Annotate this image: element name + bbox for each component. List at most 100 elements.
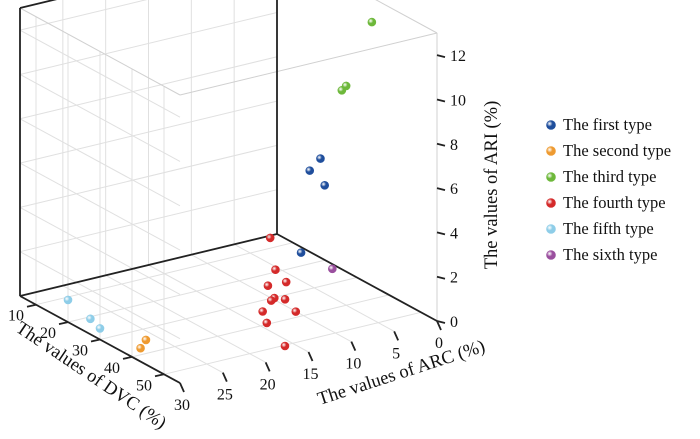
dvc-tick-label: 40 <box>104 360 120 377</box>
wall-gridline <box>19 206 181 295</box>
x-axis-title: The values of ARC (%) <box>315 337 487 410</box>
arc-tick-label: 0 <box>435 335 443 352</box>
data-points <box>63 17 377 353</box>
tick-labels: 0 5 10 15 20 25 30 10 20 30 40 50 0 2 4 6 8 10 12 <box>8 48 466 414</box>
data-point <box>320 181 330 190</box>
ari-tick-label: 10 <box>450 92 466 109</box>
legend: The first type The second type The third t… <box>546 115 671 264</box>
legend-marker <box>546 120 556 130</box>
ari-tick-label: 2 <box>450 270 458 287</box>
ari-tick-mark <box>436 98 446 103</box>
floor-gridline <box>131 294 390 358</box>
data-point <box>265 233 275 243</box>
data-point <box>266 296 276 305</box>
legend-marker <box>546 250 556 260</box>
arc-tick-mark <box>350 341 357 352</box>
data-point <box>305 166 315 175</box>
arc-axis-line <box>19 233 278 297</box>
wall-gridline <box>19 144 278 208</box>
data-point <box>328 264 337 274</box>
data-point <box>136 343 145 353</box>
dvc-tick-mark <box>26 303 37 308</box>
data-point <box>367 17 377 27</box>
wall-gridline <box>19 0 148 31</box>
dvc-tick-mark <box>90 338 101 343</box>
wall-gridline <box>19 11 278 75</box>
axis-frame <box>19 0 438 384</box>
ari-tick-label: 6 <box>450 181 458 198</box>
dvc-tick-label: 30 <box>72 343 88 360</box>
dvc-tick-mark <box>154 373 165 378</box>
ari-tick-label: 12 <box>450 48 466 65</box>
arc-tick-label: 30 <box>174 397 190 414</box>
wall-gridline <box>19 251 181 340</box>
legend-label: The second type <box>563 141 671 160</box>
data-point <box>280 341 290 351</box>
ari-tick-mark <box>436 187 446 191</box>
wall-gridline <box>19 118 181 207</box>
data-point <box>141 335 151 345</box>
arc-tick-mark <box>222 372 228 383</box>
data-point <box>263 281 273 291</box>
data-point <box>86 314 95 324</box>
data-point <box>262 318 272 328</box>
ari-tick-label: 4 <box>450 225 458 242</box>
legend-marker <box>546 172 556 182</box>
legend-label: The sixth type <box>563 245 657 264</box>
dvc-tick-mark <box>122 356 133 360</box>
ari-tick-mark <box>436 142 446 147</box>
dvc-tick-label: 50 <box>136 377 152 394</box>
data-point <box>258 307 267 316</box>
data-point <box>271 265 280 275</box>
wall-gridline <box>19 56 278 120</box>
legend-marker <box>546 146 556 156</box>
wall-gridline <box>19 74 181 162</box>
wall-gridline <box>19 29 181 118</box>
ari-tick-mark <box>436 320 446 324</box>
arc-tick-mark <box>307 351 314 362</box>
legend-label: The fifth type <box>563 219 654 238</box>
wall-gridline <box>19 189 278 253</box>
arc-tick-mark <box>179 382 185 393</box>
data-point <box>291 307 301 316</box>
dvc-tick-label: 20 <box>40 325 56 342</box>
data-point <box>341 81 351 91</box>
legend-label: The fourth type <box>563 193 666 212</box>
ari-tick-mark <box>436 231 446 236</box>
floor-gridline <box>163 311 422 375</box>
ari-tick-label: 0 <box>450 314 458 331</box>
arc-tick-label: 25 <box>217 387 233 404</box>
arc-tick-label: 15 <box>303 366 319 383</box>
arc-tick-label: 20 <box>260 376 276 393</box>
ari-tick-mark <box>436 275 446 280</box>
data-point <box>63 295 73 305</box>
wall-gridline <box>19 100 278 164</box>
floor-gridline <box>67 259 326 323</box>
arc-tick-label: 5 <box>392 345 400 362</box>
box-edge <box>179 32 438 96</box>
legend-marker <box>546 224 556 234</box>
dvc-tick-label: 10 <box>8 308 24 325</box>
box-edge <box>19 7 181 96</box>
box-edge <box>375 0 438 34</box>
arc-tick-mark <box>436 320 442 331</box>
data-point <box>296 248 306 257</box>
data-point <box>281 277 291 287</box>
data-point <box>280 295 290 304</box>
ari-tick-mark <box>436 54 446 59</box>
legend-marker <box>546 198 556 208</box>
arc-tick-label: 10 <box>345 356 361 373</box>
data-point <box>316 154 325 163</box>
dvc-tick-mark <box>58 321 69 325</box>
box-edge-right <box>276 233 438 322</box>
wall-gridline <box>19 162 181 251</box>
arc-tick-mark <box>393 330 399 341</box>
data-point <box>95 324 105 333</box>
grid-layer <box>19 0 438 384</box>
z-axis-title: The values of ARI (%) <box>482 101 502 270</box>
arc-tick-mark <box>264 361 271 372</box>
legend-label: The third type <box>563 167 656 186</box>
ari-tick-label: 8 <box>450 137 458 154</box>
floor-gridline <box>99 277 358 340</box>
